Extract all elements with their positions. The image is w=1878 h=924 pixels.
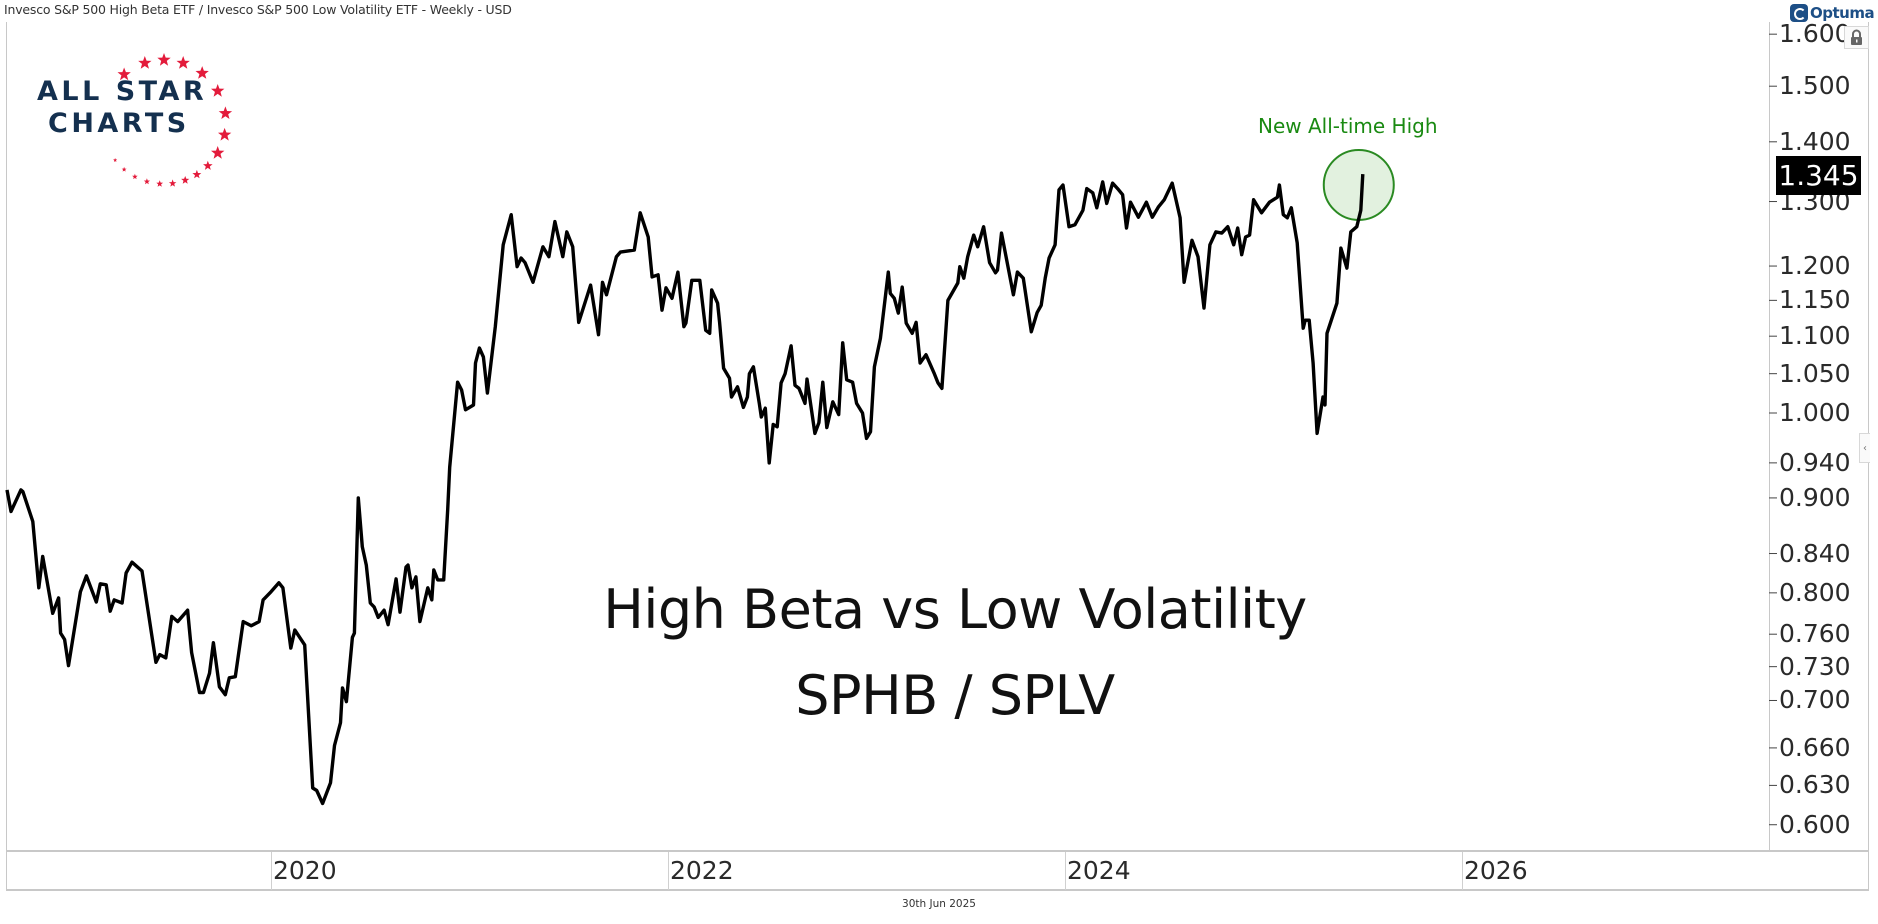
y-tick-label: 0.940 bbox=[1779, 447, 1851, 477]
logo-stars-ring bbox=[113, 53, 233, 187]
x-tick-mark bbox=[1065, 852, 1066, 890]
all-star-charts-logo: ALL STAR CHARTS bbox=[30, 52, 280, 192]
y-tick-label: 1.150 bbox=[1779, 285, 1851, 315]
last-price-label: 1.345 bbox=[1776, 156, 1861, 195]
x-axis-panel[interactable] bbox=[6, 852, 1869, 891]
y-tick-label: 1.500 bbox=[1779, 71, 1851, 101]
chart-subtitle: SPHB / SPLV bbox=[795, 664, 1115, 727]
logo-text-line-1: ALL STAR bbox=[37, 76, 208, 107]
logo-star-icon bbox=[143, 178, 150, 185]
chart-title-bar: Invesco S&P 500 High Beta ETF / Invesco … bbox=[4, 2, 512, 17]
y-tick-label: 0.900 bbox=[1779, 482, 1851, 512]
logo-star-icon bbox=[192, 169, 202, 179]
x-tick-mark bbox=[271, 852, 272, 890]
y-tick-label: 1.600 bbox=[1779, 19, 1851, 49]
y-tick-label: 1.200 bbox=[1779, 251, 1851, 281]
y-tick-label: 0.840 bbox=[1779, 538, 1851, 568]
logo-star-icon bbox=[176, 56, 190, 69]
x-tick-mark bbox=[1462, 852, 1463, 890]
y-tick-label: 0.800 bbox=[1779, 577, 1851, 607]
logo-star-icon bbox=[181, 176, 190, 184]
series-line bbox=[5, 174, 1365, 806]
y-tick-label: 0.660 bbox=[1779, 732, 1851, 762]
lock-scale-button[interactable] bbox=[1844, 26, 1869, 49]
x-tick-label: 2022 bbox=[670, 856, 734, 885]
logo-star-icon bbox=[211, 146, 225, 159]
y-tick-label: 1.000 bbox=[1779, 398, 1851, 427]
logo-star-icon bbox=[218, 106, 233, 119]
annotation-highlight-circle bbox=[1322, 148, 1395, 221]
chevron-left-icon: ‹ bbox=[1863, 443, 1867, 454]
logo-star-icon bbox=[157, 53, 171, 66]
y-axis-line bbox=[1769, 22, 1770, 852]
y-tick-label: 0.730 bbox=[1779, 651, 1851, 681]
y-tick-label: 0.630 bbox=[1779, 770, 1851, 800]
y-tick-label: 1.400 bbox=[1779, 126, 1851, 156]
y-tick-label: 1.050 bbox=[1779, 358, 1851, 388]
footer-date: 30th Jun 2025 bbox=[902, 898, 976, 910]
x-tick-label: 2024 bbox=[1067, 856, 1131, 885]
logo-star-icon bbox=[132, 173, 138, 180]
x-tick-mark bbox=[668, 852, 669, 890]
optuma-logo: Optuma bbox=[1790, 3, 1875, 23]
collapse-panel-button[interactable]: ‹ bbox=[1859, 433, 1870, 463]
annotation-new-all-time-high: New All-time High bbox=[1258, 114, 1438, 138]
y-tick-label: 0.700 bbox=[1779, 685, 1851, 715]
logo-star-icon bbox=[203, 160, 213, 170]
y-tick-label: 0.760 bbox=[1779, 619, 1851, 649]
logo-star-icon bbox=[121, 166, 127, 172]
logo-star-icon bbox=[138, 56, 152, 69]
logo-text-line-2: CHARTS bbox=[48, 108, 190, 139]
optuma-logo-icon bbox=[1790, 4, 1808, 22]
logo-star-icon bbox=[168, 179, 177, 187]
chart-main-title: High Beta vs Low Volatility bbox=[603, 578, 1307, 641]
logo-star-icon bbox=[211, 84, 225, 97]
x-tick-label: 2026 bbox=[1464, 856, 1528, 885]
x-tick-label: 2020 bbox=[273, 856, 337, 885]
logo-star-icon bbox=[218, 127, 232, 141]
optuma-logo-text: Optuma bbox=[1810, 4, 1875, 22]
lock-icon bbox=[1851, 29, 1862, 45]
logo-star-icon bbox=[113, 158, 118, 162]
y-tick-label: 1.100 bbox=[1779, 321, 1851, 351]
logo-star-icon bbox=[195, 66, 209, 79]
logo-star-icon bbox=[117, 67, 131, 81]
logo-star-icon bbox=[156, 180, 164, 187]
y-tick-label: 0.600 bbox=[1779, 809, 1851, 839]
